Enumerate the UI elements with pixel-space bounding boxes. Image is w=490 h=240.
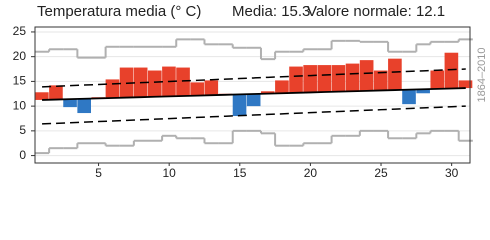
y-tick-label: 20 bbox=[13, 49, 27, 63]
bar bbox=[458, 80, 473, 89]
bar bbox=[444, 52, 459, 89]
y-tick-label: 0 bbox=[19, 148, 26, 162]
chart-title: Temperatura media (° C) bbox=[37, 3, 201, 20]
bar bbox=[331, 65, 346, 92]
x-tick-label: 30 bbox=[445, 166, 459, 180]
bar bbox=[246, 94, 261, 107]
mean-label: Media: 15.3 bbox=[232, 3, 310, 20]
bar bbox=[275, 80, 289, 94]
bar bbox=[35, 92, 49, 100]
y-tick-label: 25 bbox=[13, 24, 27, 38]
y-tick-label: 15 bbox=[13, 74, 27, 88]
bar bbox=[105, 79, 120, 98]
bar bbox=[49, 85, 63, 100]
bar bbox=[204, 80, 219, 96]
plot-frame bbox=[34, 26, 471, 164]
y-tick-label: 10 bbox=[13, 98, 27, 112]
x-tick-label: 15 bbox=[233, 166, 247, 180]
x-tick-label: 20 bbox=[304, 166, 318, 180]
bar bbox=[317, 65, 332, 93]
bar bbox=[345, 63, 360, 92]
bar bbox=[260, 91, 275, 94]
bar bbox=[176, 67, 190, 96]
bar bbox=[303, 65, 317, 93]
bar bbox=[373, 70, 388, 91]
x-tick-label: 5 bbox=[95, 166, 102, 180]
bar bbox=[388, 58, 402, 91]
chart: Temperatura media (° C) Media: 15.3 Valo… bbox=[13, 3, 488, 180]
bar bbox=[190, 82, 204, 96]
bar bbox=[63, 99, 77, 108]
page: Temperatura media (° C) Media: 15.3 Valo… bbox=[12, 2, 488, 181]
x-tick-label: 25 bbox=[374, 166, 388, 180]
bar bbox=[416, 89, 430, 94]
normal-line bbox=[42, 87, 466, 101]
lower-line bbox=[42, 105, 466, 125]
period-label: 1864–2010 bbox=[476, 47, 488, 102]
x-tick-label: 10 bbox=[162, 166, 176, 180]
bar bbox=[402, 89, 416, 105]
bar bbox=[77, 98, 91, 114]
y-tick-label: 5 bbox=[19, 123, 26, 137]
bar bbox=[359, 60, 374, 91]
bar bbox=[289, 66, 303, 93]
bar bbox=[147, 70, 162, 97]
upper-line bbox=[42, 68, 466, 88]
bar bbox=[430, 70, 445, 89]
bar bbox=[232, 94, 247, 117]
normal-label: Valore normale: 12.1 bbox=[307, 3, 445, 20]
